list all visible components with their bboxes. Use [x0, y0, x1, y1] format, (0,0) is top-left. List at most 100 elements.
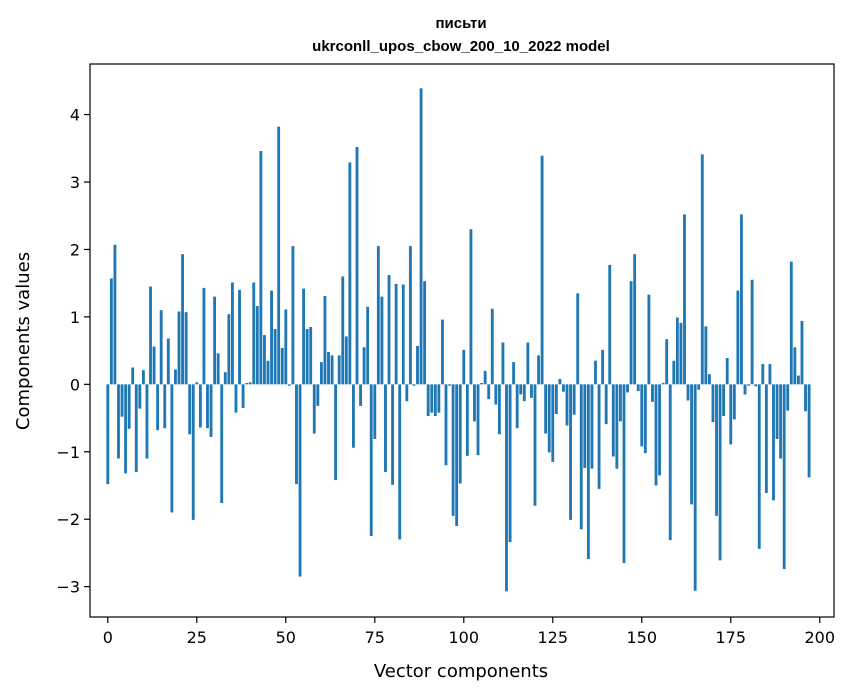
y-tick-label: 2 — [70, 240, 80, 259]
bar-62 — [327, 351, 330, 385]
x-tick-label: 0 — [103, 628, 113, 647]
bar-163 — [686, 384, 690, 401]
bar-80 — [391, 384, 395, 485]
y-axis-ticks: −3 −2 −1 0 1 2 3 4 — [56, 106, 90, 597]
bar-115 — [515, 384, 519, 429]
bar-33 — [223, 372, 227, 385]
bar-182 — [754, 384, 758, 387]
bar-19 — [174, 369, 177, 385]
bar-157 — [665, 339, 669, 385]
bar-69 — [352, 384, 355, 448]
bar-21 — [181, 254, 184, 385]
bar-10 — [141, 370, 145, 385]
bar-158 — [668, 384, 672, 541]
bar-18 — [170, 384, 174, 513]
x-tick-label: 200 — [804, 628, 835, 647]
bar-7 — [131, 367, 135, 385]
bar-4 — [120, 384, 124, 417]
bar-191 — [786, 384, 790, 411]
bar-23 — [188, 384, 192, 435]
bar-71 — [359, 384, 362, 406]
bar-43 — [259, 151, 263, 385]
bar-37 — [238, 289, 241, 385]
bar-138 — [597, 384, 601, 489]
bar-55 — [302, 288, 306, 385]
bar-22 — [184, 312, 188, 385]
bar-118 — [526, 342, 530, 385]
bar-82 — [398, 384, 402, 540]
bar-47 — [273, 329, 277, 385]
bar-123 — [544, 384, 548, 434]
bar-96 — [448, 384, 451, 386]
bar-56 — [305, 329, 309, 385]
bar-153 — [651, 384, 654, 402]
bar-114 — [512, 362, 516, 385]
y-tick-label: −3 — [56, 578, 80, 597]
bar-52 — [291, 246, 295, 385]
y-tick-label: −2 — [56, 510, 80, 529]
bar-185 — [764, 384, 768, 493]
bar-189 — [779, 384, 783, 459]
bar-51 — [287, 384, 291, 386]
bar-86 — [412, 384, 416, 386]
bar-169 — [707, 374, 711, 385]
bar-181 — [750, 279, 754, 385]
bar-66 — [341, 276, 345, 385]
bar-145 — [622, 384, 626, 564]
y-tick-label: 1 — [70, 308, 80, 327]
bar-150 — [640, 384, 644, 447]
bar-133 — [579, 384, 583, 530]
bar-160 — [675, 317, 679, 385]
bar-193 — [793, 347, 797, 385]
bar-149 — [636, 384, 640, 392]
bar-16 — [163, 384, 167, 429]
bar-156 — [661, 382, 665, 385]
x-tick-label: 175 — [715, 628, 746, 647]
plot-frame — [89, 63, 835, 618]
x-axis-label: Vector components — [374, 661, 548, 682]
bar-72 — [362, 347, 366, 385]
x-tick-label: 125 — [538, 628, 569, 647]
bar-79 — [387, 275, 391, 385]
bar-141 — [608, 264, 612, 385]
bar-73 — [366, 306, 370, 385]
bar-57 — [309, 327, 313, 385]
bar-77 — [380, 296, 384, 385]
bar-60 — [319, 362, 323, 385]
bar-108 — [490, 308, 494, 385]
bar-24 — [191, 384, 195, 520]
bar-117 — [522, 384, 526, 402]
bar-95 — [444, 384, 448, 466]
bar-50 — [284, 309, 288, 385]
bar-63 — [330, 355, 334, 385]
bar-130 — [569, 384, 572, 520]
bar-81 — [394, 283, 398, 385]
bar-106 — [483, 370, 487, 385]
bar-151 — [643, 384, 647, 454]
bar-44 — [263, 335, 266, 385]
bar-119 — [529, 384, 533, 398]
y-tick-label: 4 — [70, 106, 80, 125]
bar-107 — [487, 384, 491, 400]
bar-165 — [693, 384, 697, 591]
bar-112 — [505, 384, 508, 592]
bar-36 — [234, 384, 238, 413]
bar-49 — [280, 347, 284, 385]
bar-28 — [206, 384, 209, 429]
bar-192 — [789, 261, 793, 385]
bar-13 — [152, 346, 156, 385]
bar-135 — [586, 384, 590, 560]
bar-176 — [732, 384, 736, 420]
bar-187 — [772, 384, 775, 501]
bar-170 — [711, 384, 715, 423]
bar-136 — [590, 384, 594, 469]
bar-94 — [441, 319, 444, 385]
bar-134 — [583, 384, 587, 468]
bar-183 — [757, 384, 761, 549]
bar-159 — [672, 360, 676, 385]
bar-83 — [401, 284, 405, 385]
bar-70 — [355, 146, 359, 385]
bar-54 — [298, 384, 302, 577]
bar-180 — [747, 384, 750, 386]
